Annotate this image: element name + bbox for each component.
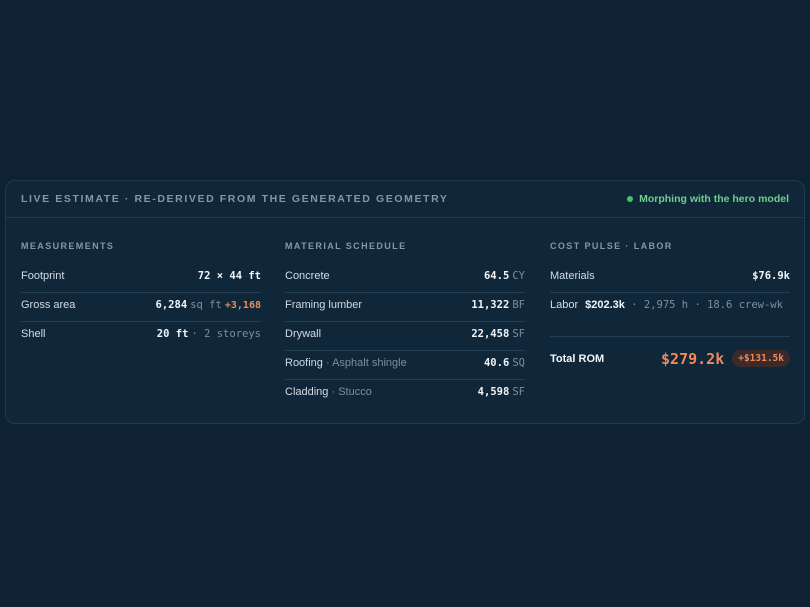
cost-pulse-section: COST PULSE · LABOR Materials $76.9k Labo…	[550, 240, 790, 380]
material-row: Roofing · Asphalt shingle 40.6 SQ	[285, 351, 525, 380]
shell-row: Shell 20 ft · 2 storeys	[21, 322, 261, 351]
total-rom-figures: $279.2k +$131.5k	[661, 350, 790, 368]
footprint-value: 72 × 44 ft	[197, 270, 261, 282]
card-title: LIVE ESTIMATE · RE-DERIVED FROM THE GENE…	[21, 193, 449, 205]
material-label: Drywall	[285, 328, 322, 340]
gross-area-value: 6,284	[155, 299, 188, 311]
gross-area-label: Gross area	[21, 299, 76, 311]
shell-detail: · 2 storeys	[191, 328, 261, 340]
material-row: Framing lumber 11,322 BF	[285, 293, 525, 322]
labor-cost-label: Labor	[550, 299, 579, 311]
material-row: Drywall 22,458 SF	[285, 322, 525, 351]
material-label: Concrete	[285, 270, 330, 282]
material-figures: 11,322 BF	[471, 299, 525, 311]
labor-cost-row: Labor $202.3k · 2,975 h · 18.6 crew-wk	[550, 293, 790, 337]
shell-label: Shell	[21, 328, 46, 340]
material-figures: 40.6 SQ	[483, 357, 525, 369]
status-text: Morphing with the hero model	[639, 193, 789, 205]
materials-cost-label: Materials	[550, 270, 595, 282]
gross-area-figures: 6,284 sq ft +3,168	[156, 299, 261, 311]
material-row: Concrete 64.5 CY	[285, 264, 525, 293]
gross-area-delta: +3,168	[224, 300, 261, 311]
gross-area-unit: sq ft	[190, 299, 222, 311]
material-label: Cladding · Stucco	[285, 386, 372, 398]
labor-cost-figures: $202.3k · 2,975 h · 18.6 crew-wk	[585, 297, 783, 314]
shell-value: 20 ft	[156, 328, 189, 340]
shell-figures: 20 ft · 2 storeys	[157, 328, 261, 340]
labor-cost-value: $202.3k	[585, 299, 625, 311]
footprint-row: Footprint 72 × 44 ft	[21, 264, 261, 293]
labor-cost-detail: · 2,975 h · 18.6 crew-wk	[631, 299, 783, 311]
card-header: LIVE ESTIMATE · RE-DERIVED FROM THE GENE…	[6, 181, 804, 218]
footprint-label: Footprint	[21, 270, 65, 282]
material-figures: 4,598 SF	[477, 386, 525, 398]
materials-cost-value: $76.9k	[752, 270, 790, 282]
total-rom-row: Total ROM $279.2k +$131.5k	[550, 337, 790, 380]
material-schedule-section: MATERIAL SCHEDULE Concrete 64.5 CY Frami…	[285, 240, 525, 409]
measurements-section: MEASUREMENTS Footprint 72 × 44 ft Gross …	[21, 240, 261, 351]
status-indicator: Morphing with the hero model	[627, 193, 789, 205]
total-rom-label: Total ROM	[550, 352, 605, 365]
material-label: Framing lumber	[285, 299, 363, 311]
material-schedule-title: MATERIAL SCHEDULE	[285, 241, 407, 251]
gross-area-row: Gross area 6,284 sq ft +3,168	[21, 293, 261, 322]
live-estimate-card: LIVE ESTIMATE · RE-DERIVED FROM THE GENE…	[5, 180, 805, 424]
material-label: Roofing · Asphalt shingle	[285, 357, 407, 369]
cost-pulse-title: COST PULSE · LABOR	[550, 241, 673, 251]
material-figures: 22,458 SF	[471, 328, 525, 340]
material-figures: 64.5 CY	[483, 270, 525, 282]
total-rom-value: $279.2k	[661, 349, 725, 368]
materials-cost-row: Materials $76.9k	[550, 264, 790, 293]
total-rom-delta-badge: +$131.5k	[732, 350, 790, 367]
status-dot-icon	[627, 196, 634, 202]
measurements-title: MEASUREMENTS	[21, 241, 115, 251]
material-row: Cladding · Stucco 4,598 SF	[285, 380, 525, 409]
